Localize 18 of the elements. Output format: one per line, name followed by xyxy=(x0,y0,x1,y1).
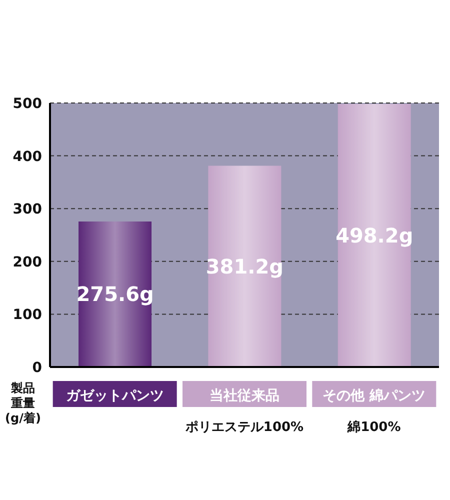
text: ポリエステル100% xyxy=(184,420,304,435)
y-tick-label: 500 xyxy=(12,96,42,112)
x-tick-label: 当社従来品 xyxy=(210,388,280,404)
y-tick-label: 0 xyxy=(32,360,42,376)
bar xyxy=(78,221,152,367)
x-tick-label: その他 綿パンツ xyxy=(322,388,426,404)
y-tick-label: 400 xyxy=(12,148,42,165)
bar xyxy=(338,104,411,367)
y-tick-label: 300 xyxy=(12,202,42,218)
y-tick-label: 200 xyxy=(12,254,42,270)
x-tick-label: ガゼットパンツ xyxy=(66,388,164,404)
data-label: 381.2g xyxy=(206,254,284,278)
bar xyxy=(208,166,282,367)
y-tick-label: 100 xyxy=(12,307,42,324)
data-label: 275.6g xyxy=(76,282,154,306)
data-label: 498.2g xyxy=(336,223,414,248)
y-axis-title: 製品重量(g/着) xyxy=(5,381,41,425)
text: 綿100% xyxy=(346,420,401,435)
